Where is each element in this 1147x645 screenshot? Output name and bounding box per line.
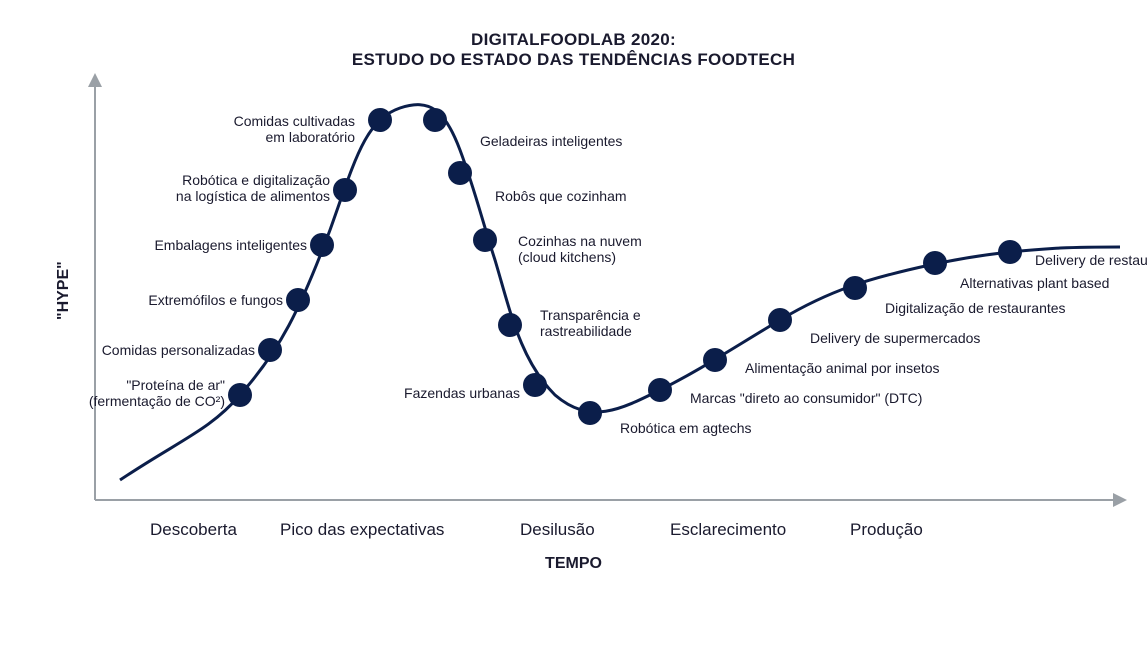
data-point-label: Robótica e digitalizaçãona logística de … <box>176 172 330 204</box>
data-point-label: Transparência erastreabilidade <box>540 307 641 339</box>
data-point-label: Comidas personalizadas <box>102 342 255 358</box>
data-point-label: Marcas "direto ao consumidor" (DTC) <box>690 390 922 406</box>
phase-label: Esclarecimento <box>670 520 786 540</box>
phase-label: Pico das expectativas <box>280 520 444 540</box>
data-point-label: Extremófilos e fungos <box>148 292 283 308</box>
data-point-label: Alternativas plant based <box>960 275 1109 291</box>
data-point-label: Fazendas urbanas <box>404 385 520 401</box>
data-point-label: Delivery de restaurantes <box>1035 252 1147 268</box>
hype-cycle-chart: DIGITALFOODLAB 2020: ESTUDO DO ESTADO DA… <box>0 0 1147 645</box>
y-axis-label: "HYPE" <box>55 261 73 320</box>
data-point-label: Embalagens inteligentes <box>154 237 307 253</box>
data-point-label: Geladeiras inteligentes <box>480 133 622 149</box>
data-point-label: Delivery de supermercados <box>810 330 980 346</box>
phase-label: Produção <box>850 520 923 540</box>
data-point-label: Digitalização de restaurantes <box>885 300 1066 316</box>
phase-label: Desilusão <box>520 520 595 540</box>
data-point-label: Comidas cultivadasem laboratório <box>234 113 355 145</box>
phase-label: Descoberta <box>150 520 237 540</box>
data-point-label: "Proteína de ar"(fermentação de CO²) <box>89 377 225 409</box>
data-point-label: Robótica em agtechs <box>620 420 752 436</box>
data-point-label: Cozinhas na nuvem(cloud kitchens) <box>518 233 642 265</box>
x-axis-label: TEMPO <box>0 555 1147 573</box>
data-point-label: Alimentação animal por insetos <box>745 360 940 376</box>
data-point-label: Robôs que cozinham <box>495 188 627 204</box>
